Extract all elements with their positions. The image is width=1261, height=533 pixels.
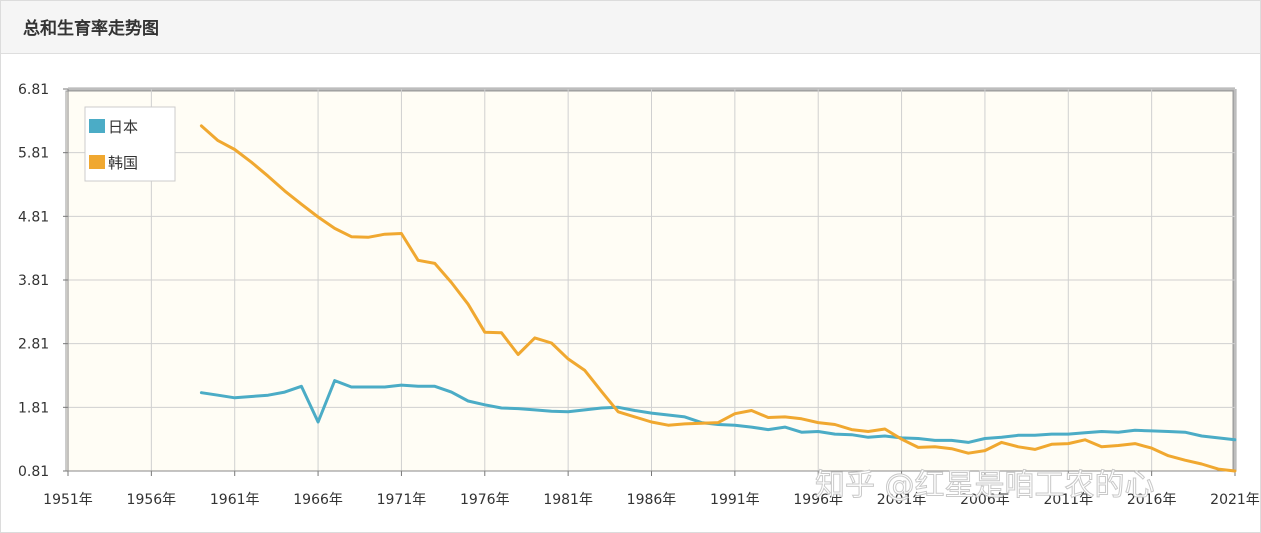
legend-swatch-japan <box>89 119 105 133</box>
y-tick-label: 1.81 <box>18 400 49 416</box>
x-tick-label: 2011年 <box>1043 492 1093 508</box>
x-tick-label: 1966年 <box>293 492 343 508</box>
legend-swatch-korea <box>89 155 105 169</box>
y-tick-label: 6.81 <box>18 82 49 98</box>
page-title: 总和生育率走势图 <box>23 19 159 39</box>
y-tick-label: 4.81 <box>18 209 49 225</box>
grid <box>63 88 1236 476</box>
x-tick-label: 1996年 <box>793 492 843 508</box>
panel-header: 总和生育率走势图 <box>1 1 1260 54</box>
x-tick-label: 1971年 <box>377 492 427 508</box>
series-line-korea[interactable] <box>199 124 1237 473</box>
x-tick-label: 2016年 <box>1127 492 1177 508</box>
x-tick-label: 1961年 <box>210 492 260 508</box>
x-tick-label: 1991年 <box>710 492 760 508</box>
y-tick-label: 2.81 <box>18 337 49 353</box>
x-tick-label: 1951年 <box>43 492 93 508</box>
watermark: 知乎 @红星是咱工农的心 <box>815 468 1155 503</box>
legend-label-japan[interactable]: 日本 <box>108 118 138 136</box>
x-tick-label: 2001年 <box>877 492 927 508</box>
x-tick-label: 1976年 <box>460 492 510 508</box>
y-tick-label: 5.81 <box>18 146 49 162</box>
x-tick-label: 2006年 <box>960 492 1010 508</box>
legend-label-korea[interactable]: 韩国 <box>108 154 138 172</box>
axis-labels: 1951年 1956年 1961年 1966年 1971年 1976年 1981年 1986年… <box>18 82 1260 508</box>
series-line-japan[interactable] <box>199 379 1237 444</box>
legend[interactable]: 日本 韩国 <box>84 106 176 182</box>
x-tick-label: 2021年 <box>1210 492 1260 508</box>
series-layer <box>199 124 1237 473</box>
y-tick-label: 0.81 <box>18 464 49 480</box>
y-tick-label: 3.81 <box>18 273 49 289</box>
x-tick-label: 1986年 <box>627 492 677 508</box>
x-tick-label: 1981年 <box>543 492 593 508</box>
x-tick-label: 1956年 <box>127 492 177 508</box>
